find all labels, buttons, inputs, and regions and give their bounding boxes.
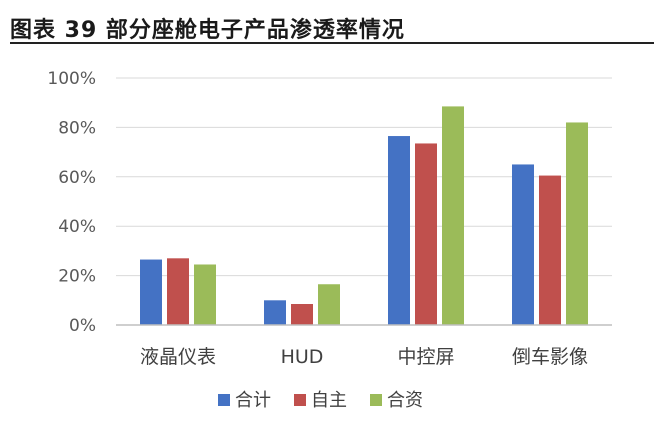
y-tick-label: 20% (58, 267, 96, 287)
bar (388, 136, 410, 325)
x-category-label: 液晶仪表 (140, 346, 216, 368)
bar (318, 284, 340, 325)
bar (442, 106, 464, 325)
bars (140, 106, 588, 326)
legend-swatch (218, 394, 230, 406)
bar (194, 264, 216, 325)
legend-label: 合资 (387, 390, 423, 411)
x-category-label: 倒车影像 (512, 346, 588, 368)
bar (512, 164, 534, 325)
y-axis-ticks: 0% 20% 40% 60% 80% 100% (47, 69, 96, 336)
legend-swatch (294, 394, 306, 406)
y-tick-label: 60% (58, 168, 96, 188)
gridlines (116, 77, 612, 277)
y-tick-label: 100% (47, 69, 96, 89)
bar (415, 143, 437, 325)
bar (167, 258, 189, 325)
bar (539, 175, 561, 325)
page-title: 图表 39 部分座舱电子产品渗透率情况 (10, 18, 405, 43)
x-category-label: HUD (281, 346, 324, 368)
bar (291, 304, 313, 325)
x-category-label: 中控屏 (397, 346, 454, 368)
bar (264, 300, 286, 325)
legend-label: 合计 (235, 390, 271, 411)
y-tick-label: 40% (58, 217, 96, 237)
y-tick-label: 0% (69, 316, 96, 336)
legend-swatch (370, 394, 382, 406)
bar (140, 259, 162, 325)
x-axis-categories: 液晶仪表 HUD 中控屏 倒车影像 (140, 346, 588, 368)
y-tick-label: 80% (58, 118, 96, 138)
legend-label: 自主 (311, 390, 347, 411)
bar (566, 122, 588, 326)
title-bar: 图表 39 部分座舱电子产品渗透率情况 (10, 8, 654, 44)
legend: 合计 自主 合资 (218, 390, 423, 411)
